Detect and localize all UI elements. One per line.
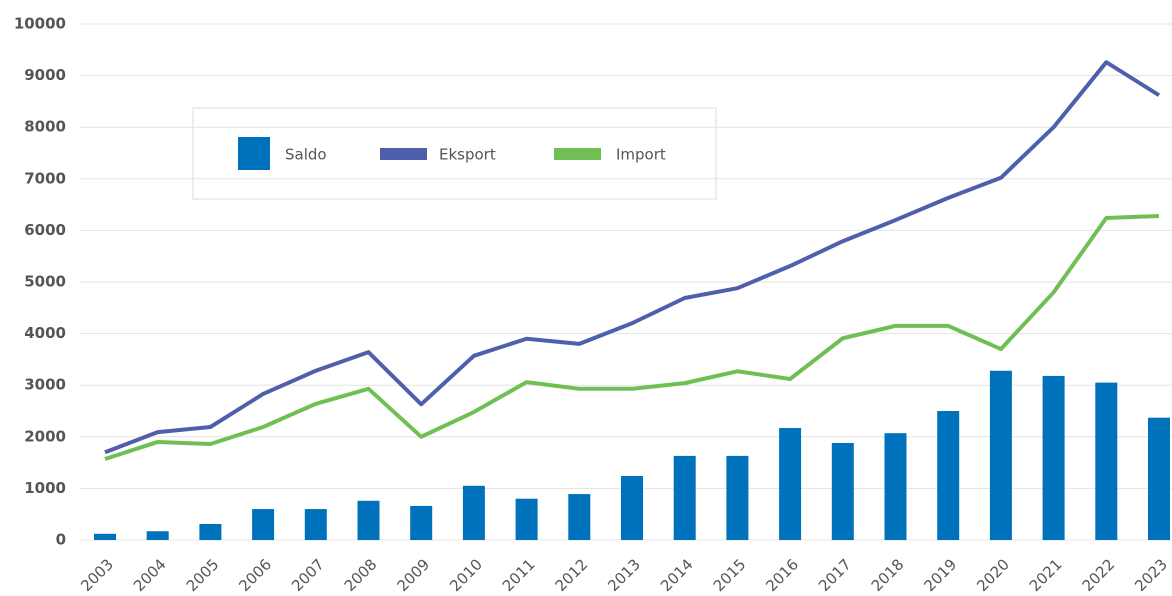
x-tick-label: 2022 — [1079, 555, 1119, 595]
x-tick-label: 2005 — [183, 555, 223, 595]
x-tick-label: 2006 — [235, 555, 275, 595]
bar — [1095, 382, 1118, 540]
legend-label: Eksport — [439, 146, 496, 164]
x-tick-label: 2008 — [341, 555, 381, 595]
x-tick-label: 2020 — [973, 555, 1013, 595]
x-tick-label: 2019 — [920, 555, 960, 595]
x-tick-label: 2011 — [499, 555, 539, 595]
x-tick-label: 2023 — [1131, 555, 1171, 595]
x-tick-label: 2017 — [815, 555, 855, 595]
bar — [831, 442, 854, 540]
legend-swatch — [380, 148, 427, 160]
bar — [989, 370, 1012, 540]
y-tick-label: 5000 — [24, 273, 66, 291]
legend-swatch — [238, 137, 270, 170]
bar — [726, 455, 749, 540]
line — [104, 60, 1161, 455]
x-tick-label: 2004 — [130, 555, 170, 595]
bar — [568, 494, 591, 540]
bar — [1148, 417, 1170, 540]
bar — [673, 455, 696, 540]
y-tick-label: 10000 — [14, 15, 66, 33]
bar — [252, 509, 275, 540]
y-tick-label: 9000 — [24, 66, 66, 84]
legend-label: Saldo — [285, 146, 327, 164]
legend-box — [192, 107, 717, 200]
x-tick-label: 2018 — [868, 555, 908, 595]
x-tick-label: 2007 — [288, 555, 328, 595]
y-tick-label: 0 — [56, 531, 66, 549]
bar — [94, 533, 116, 540]
x-tick-label: 2009 — [393, 555, 433, 595]
bar — [304, 509, 327, 540]
x-tick-label: 2013 — [604, 555, 644, 595]
bar — [146, 531, 169, 540]
x-tick-label: 2016 — [762, 555, 802, 595]
y-tick-label: 1000 — [24, 479, 66, 497]
x-tick-label: 2003 — [77, 555, 117, 595]
bar — [462, 485, 485, 540]
y-tick-label: 6000 — [24, 221, 66, 239]
legend-swatch — [554, 148, 601, 160]
x-tick-label: 2014 — [657, 555, 697, 595]
bar — [357, 500, 380, 540]
bar — [1042, 375, 1065, 540]
bar — [515, 498, 538, 540]
x-tick-label: 2012 — [552, 555, 592, 595]
bar — [199, 524, 222, 540]
bar — [410, 505, 433, 540]
y-tick-label: 2000 — [24, 427, 66, 445]
bar — [621, 476, 643, 540]
bar — [937, 411, 960, 540]
bar — [779, 428, 802, 540]
y-tick-label: 4000 — [24, 324, 66, 342]
y-tick-label: 8000 — [24, 118, 66, 136]
x-tick-label: 2021 — [1026, 555, 1066, 595]
y-tick-label: 7000 — [24, 169, 66, 187]
x-tick-label: 2015 — [710, 555, 750, 595]
bar — [884, 433, 907, 540]
line — [104, 213, 1160, 461]
x-tick-label: 2010 — [446, 555, 486, 595]
y-tick-label: 3000 — [24, 376, 66, 394]
legend-label: Import — [616, 146, 666, 164]
